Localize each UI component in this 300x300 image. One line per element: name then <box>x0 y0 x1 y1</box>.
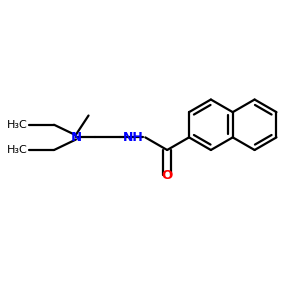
Text: H₃C: H₃C <box>7 120 28 130</box>
Text: NH: NH <box>123 131 144 144</box>
Text: N: N <box>70 131 82 144</box>
Text: H₃C: H₃C <box>7 145 28 155</box>
Text: O: O <box>161 169 173 182</box>
